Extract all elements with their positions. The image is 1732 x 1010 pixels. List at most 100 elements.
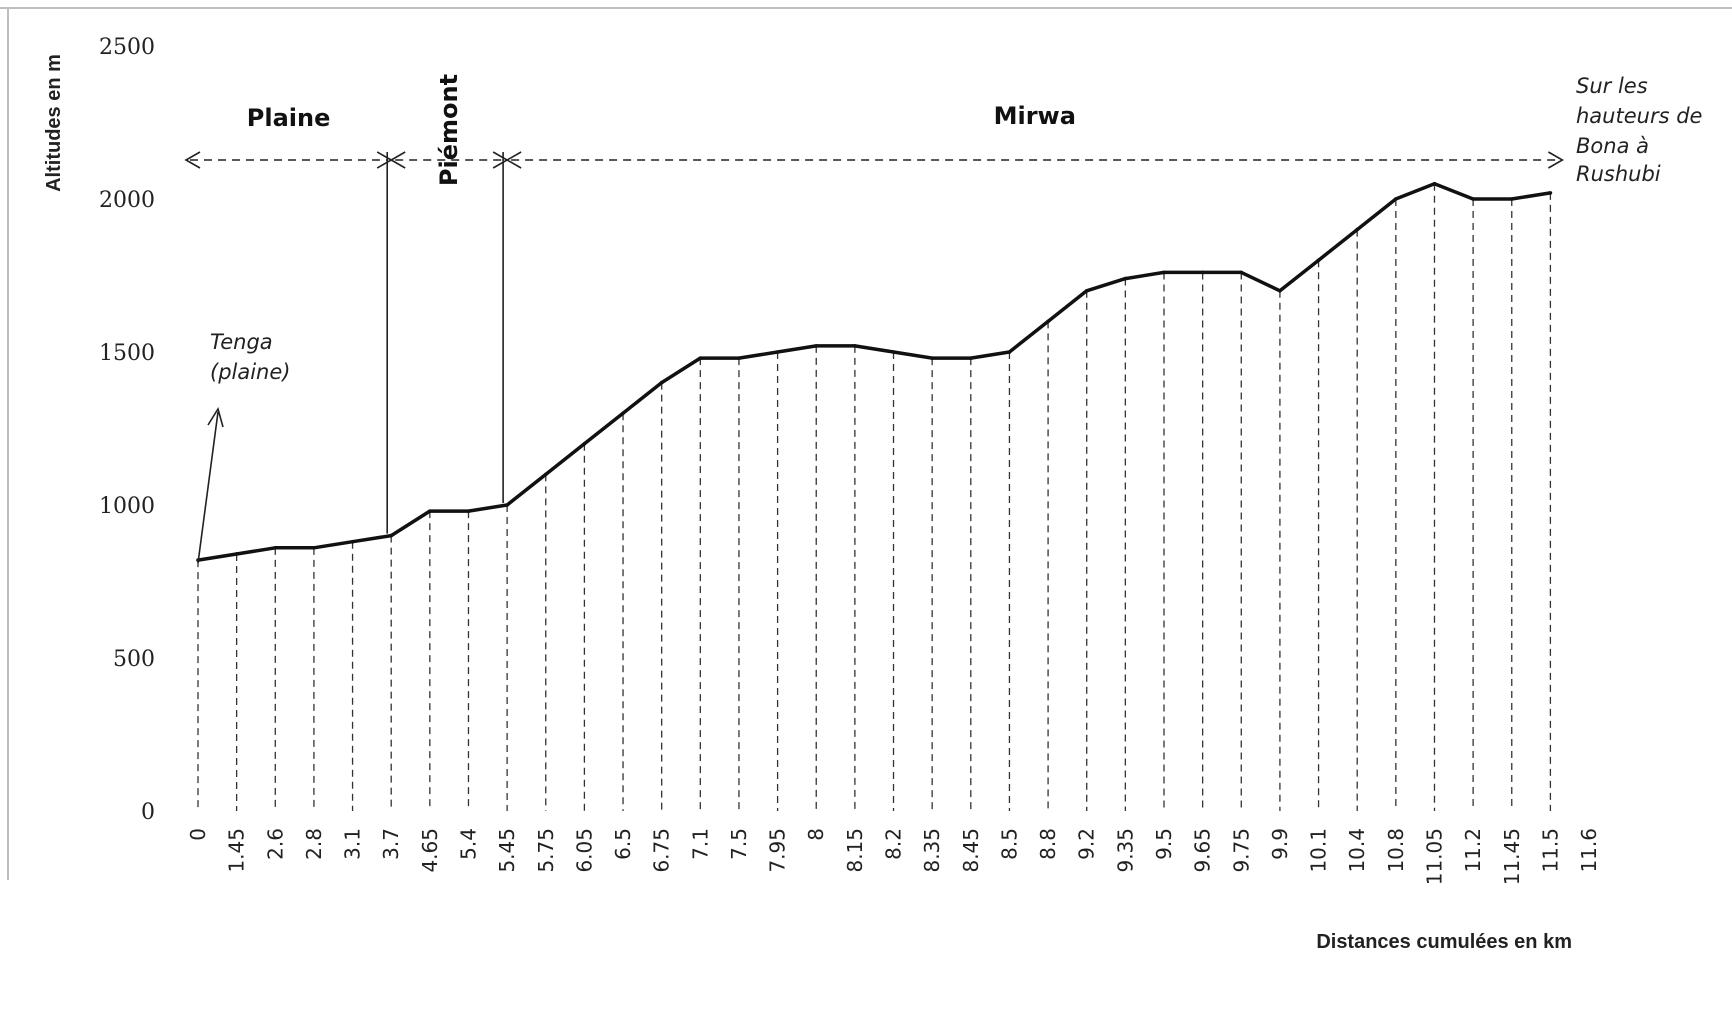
drop-lines xyxy=(197,183,1552,811)
x-tick-label: 8 xyxy=(804,828,828,841)
zone-arrowhead-left xyxy=(389,151,406,169)
altitude-profile-line xyxy=(197,181,1551,562)
end-annotation-line-2: hauteurs de xyxy=(1576,104,1702,128)
data-point xyxy=(466,509,471,513)
zone-arrowhead-left xyxy=(184,151,201,169)
x-tick-label: 6.5 xyxy=(611,828,635,860)
end-annotation-line-1: Sur les xyxy=(1576,74,1648,98)
zone-markers: Plaine Piémont Mirwa xyxy=(184,74,1565,534)
x-tick-label: 8.15 xyxy=(843,828,867,873)
start-annotation-line-2: (plaine) xyxy=(210,360,290,384)
data-point xyxy=(1278,289,1282,293)
data-point xyxy=(1509,197,1514,201)
x-axis-label: Distances cumulées en km xyxy=(1316,931,1572,953)
data-point xyxy=(853,344,857,348)
x-tick-label: 9.35 xyxy=(1113,828,1137,873)
data-point xyxy=(969,356,973,360)
data-point xyxy=(1046,319,1050,324)
x-tick-label: 2.8 xyxy=(302,828,326,860)
data-point xyxy=(389,533,394,538)
end-annotation-line-4: Rushubi xyxy=(1576,162,1661,186)
x-tick-label: 3.1 xyxy=(341,828,365,860)
data-point xyxy=(621,411,625,416)
data-point xyxy=(1007,350,1012,354)
x-tick-label: 1.45 xyxy=(225,828,249,873)
x-tick-label: 8.2 xyxy=(882,828,906,860)
start-annotation-arrowhead xyxy=(207,407,224,428)
start-annotation-arrow xyxy=(197,411,219,564)
data-point xyxy=(1239,270,1244,275)
y-tick-label: 2500 xyxy=(99,35,155,60)
data-point xyxy=(1200,270,1205,275)
zone-arrowhead-right xyxy=(1548,151,1565,169)
y-tick-label: 1500 xyxy=(99,341,155,366)
x-tick-label: 8.35 xyxy=(920,828,944,873)
data-point xyxy=(930,356,934,360)
x-tick-label: 11.05 xyxy=(1422,828,1446,885)
x-tick-label: 10.1 xyxy=(1307,828,1331,873)
data-point xyxy=(1084,289,1089,293)
x-tick-label: 7.5 xyxy=(727,828,751,860)
data-point xyxy=(698,356,703,360)
start-annotation: Tenga (plaine) xyxy=(197,330,290,564)
end-annotation-line-3: Bona à xyxy=(1576,134,1649,158)
zone-label: Piémont xyxy=(435,74,463,186)
data-point xyxy=(1162,270,1166,275)
start-annotation-line-1: Tenga xyxy=(210,330,273,354)
x-tick-label: 5.75 xyxy=(534,828,558,873)
x-tick-label: 9.75 xyxy=(1229,828,1253,873)
data-point xyxy=(350,539,355,544)
data-point xyxy=(1471,197,1475,201)
x-tick-label: 10.4 xyxy=(1345,828,1369,873)
end-annotation: Sur les hauteurs de Bona à Rushubi xyxy=(1576,74,1702,186)
x-tick-label: 11.2 xyxy=(1461,828,1485,873)
data-point xyxy=(1123,276,1128,281)
data-point xyxy=(1432,181,1437,186)
x-tick-label: 6.05 xyxy=(572,828,596,873)
y-tick-label: 0 xyxy=(141,800,155,825)
data-point xyxy=(234,552,239,556)
data-point xyxy=(891,350,896,354)
y-axis-ticks: 0 500 1000 1500 2000 2500 xyxy=(99,35,155,825)
x-tick-label: 10.8 xyxy=(1384,828,1408,873)
x-tick-label: 2.6 xyxy=(263,828,287,860)
x-tick-label: 9.9 xyxy=(1268,828,1292,860)
data-point xyxy=(543,472,548,477)
y-axis-label: Altitudes en m xyxy=(43,54,65,192)
zone-arrowhead-left xyxy=(505,151,522,169)
x-tick-label: 7.95 xyxy=(766,828,790,873)
zone-label: Plaine xyxy=(247,104,331,132)
data-point xyxy=(582,442,587,446)
data-point xyxy=(775,350,780,354)
x-tick-label: 11.45 xyxy=(1500,828,1524,885)
data-point xyxy=(1548,191,1553,195)
y-tick-label: 500 xyxy=(113,647,155,672)
data-point xyxy=(273,546,278,550)
data-point xyxy=(505,503,509,507)
x-tick-label: 7.1 xyxy=(688,828,712,860)
data-point xyxy=(659,380,664,385)
data-point xyxy=(814,344,819,348)
data-point xyxy=(1394,197,1398,201)
x-tick-label: 5.4 xyxy=(456,828,480,860)
x-tick-label: 9.5 xyxy=(1152,828,1176,860)
x-tick-label: 5.45 xyxy=(495,828,519,873)
data-point xyxy=(312,546,316,550)
x-tick-label: 8.45 xyxy=(959,828,983,873)
zone-label: Mirwa xyxy=(994,102,1076,130)
data-point xyxy=(1316,258,1321,263)
y-tick-label: 2000 xyxy=(99,188,155,213)
x-tick-label: 9.65 xyxy=(1191,828,1215,873)
y-tick-label: 1000 xyxy=(99,494,155,519)
data-point xyxy=(737,356,741,360)
x-tick-label: 11.6 xyxy=(1577,828,1601,873)
x-tick-label: 6.75 xyxy=(650,828,674,873)
x-tick-label: 3.7 xyxy=(379,828,403,860)
x-tick-label: 0 xyxy=(186,828,210,841)
x-tick-label: 8.5 xyxy=(997,828,1021,860)
x-tick-label: 11.5 xyxy=(1538,828,1562,873)
x-axis-ticks: 0 1.45 2.6 2.8 3.1 3.7 4.65 5.4 5.45 5.75 6.05 6.5 6… xyxy=(186,828,1601,885)
x-tick-label: 4.65 xyxy=(418,828,442,873)
data-point xyxy=(428,509,432,513)
